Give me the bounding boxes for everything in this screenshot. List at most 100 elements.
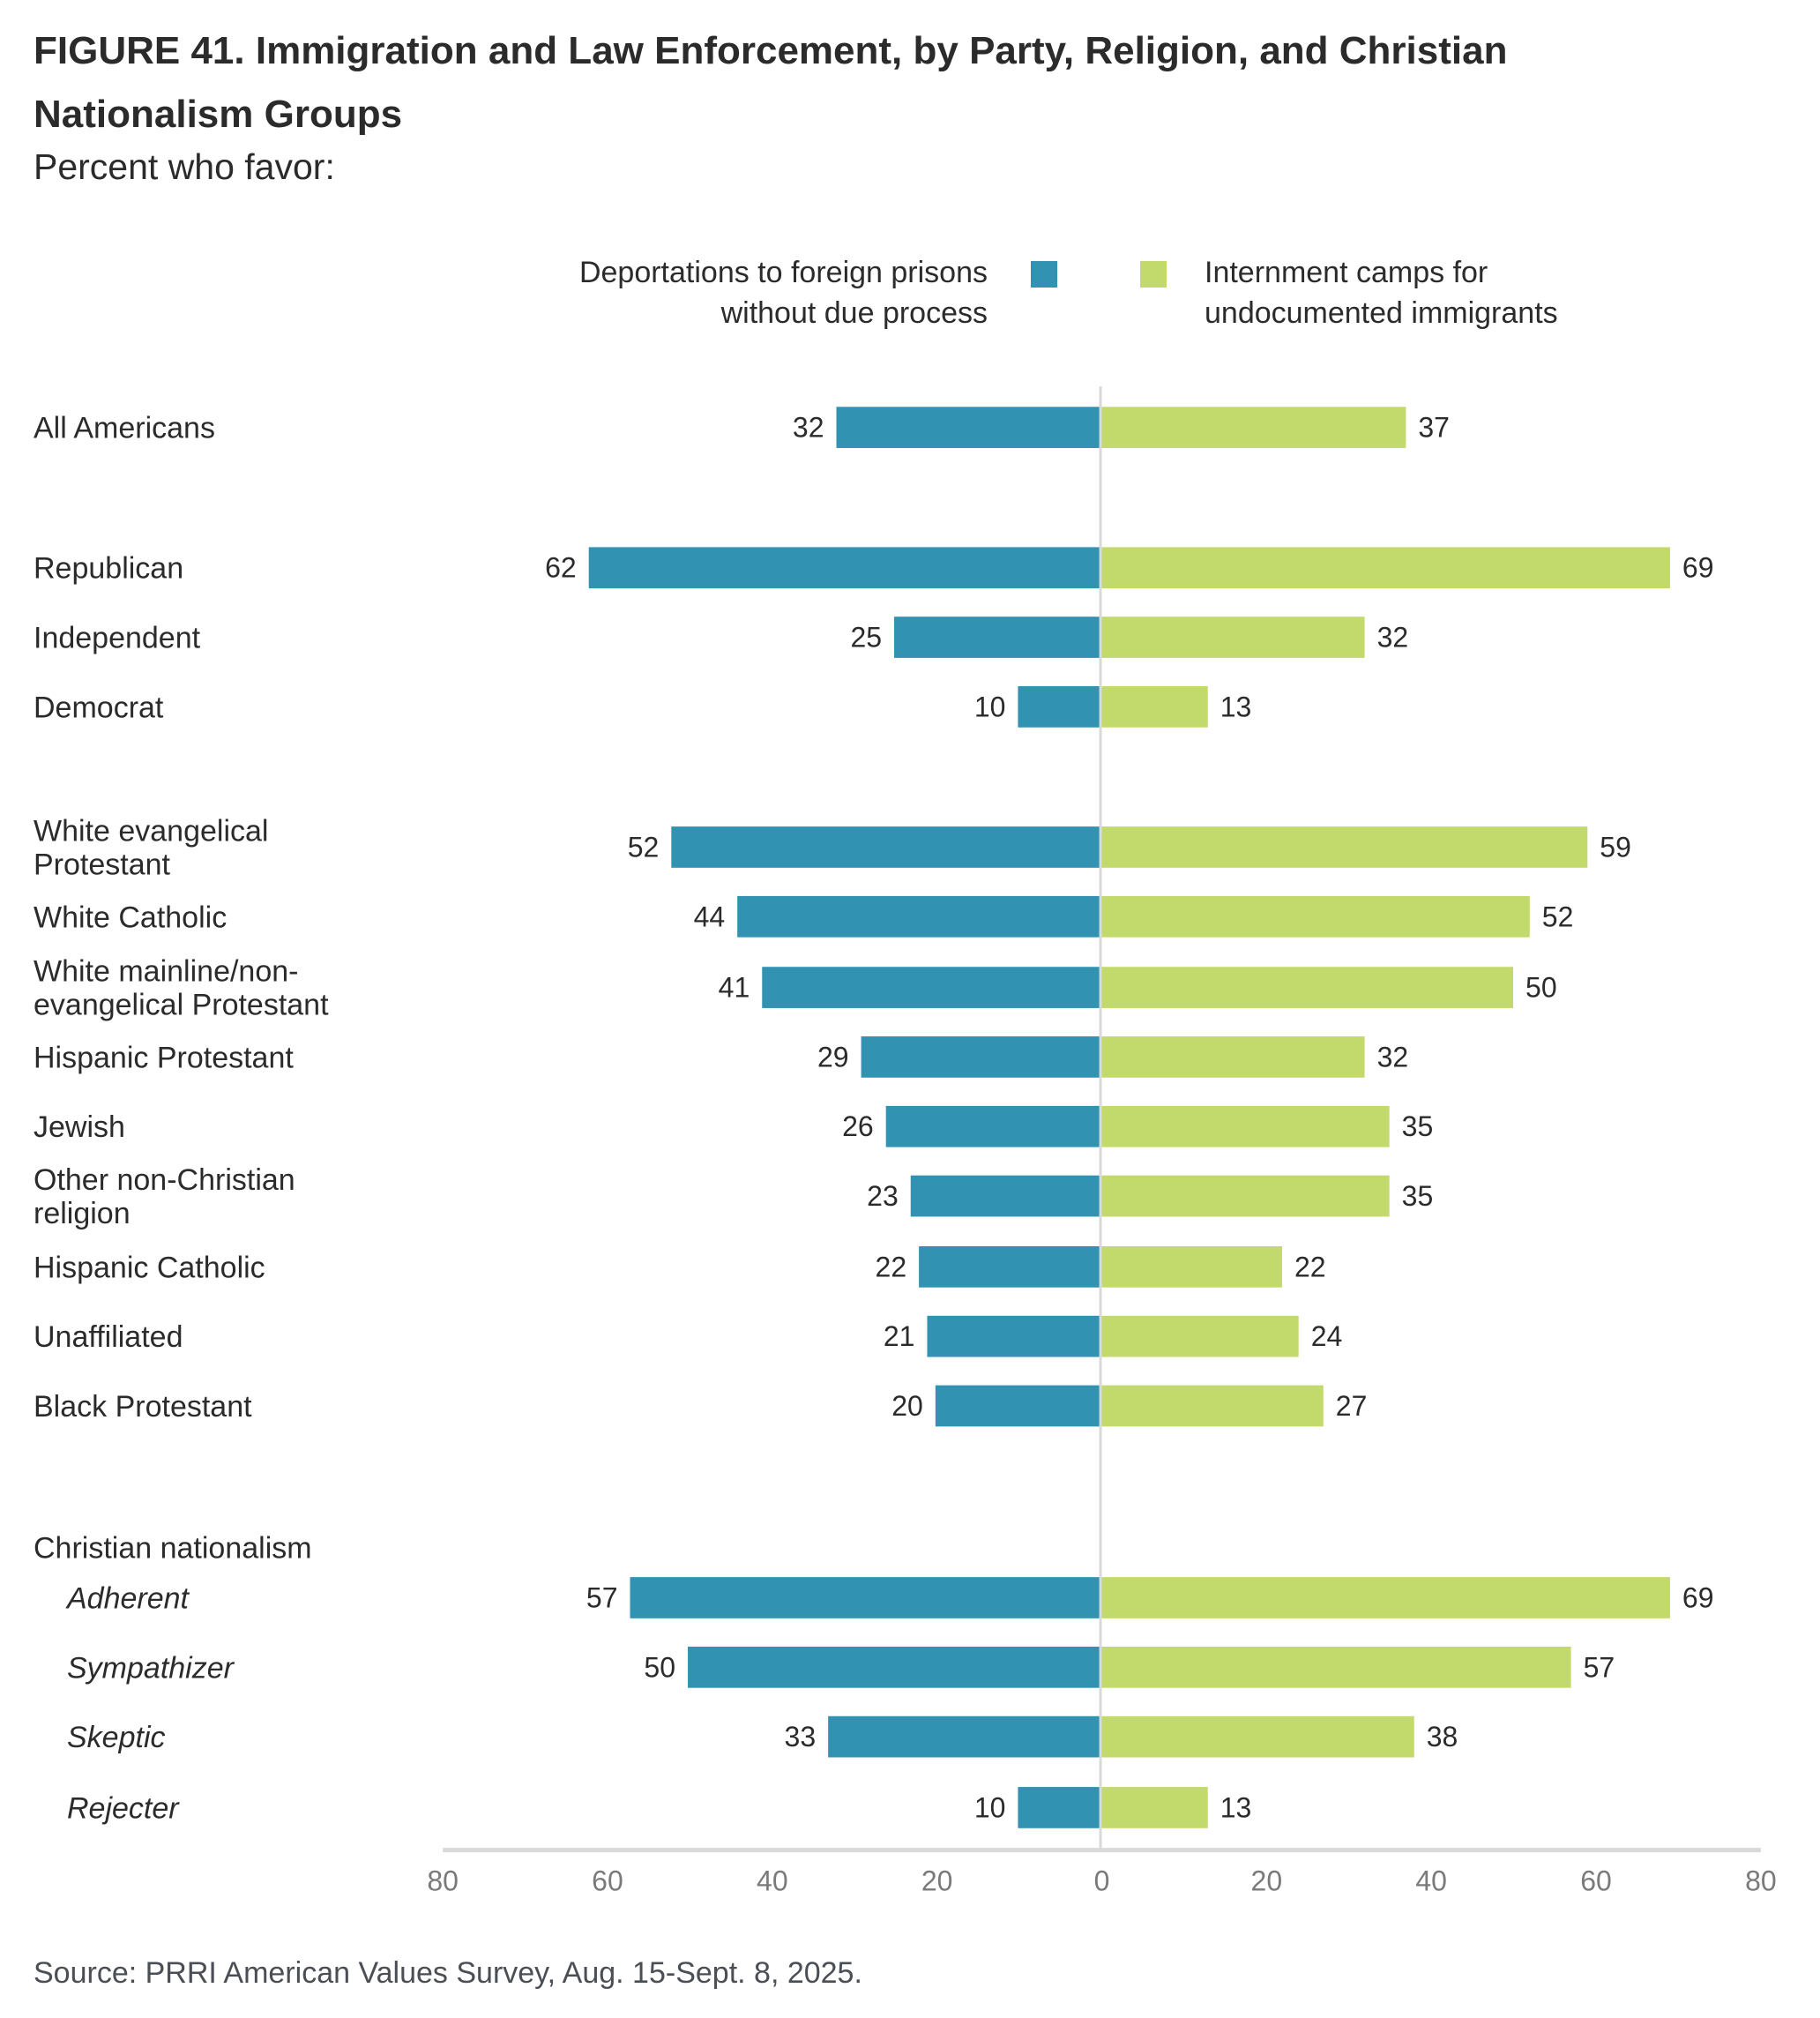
bar-deportations [919,1245,1100,1288]
value-label-internment: 37 [1418,412,1450,444]
bar-internment [1101,1787,1208,1828]
bar-deportations [1018,1787,1100,1828]
value-label-deportations: 21 [884,1320,915,1352]
bar-deportations [762,967,1100,1008]
category-label: Other non-Christian religion [34,1163,295,1230]
category-label: White evangelical Protestant [34,814,268,881]
value-label-internment: 59 [1600,831,1631,863]
value-label-deportations: 26 [842,1110,874,1142]
legend-deportations-line1: Deportations to foreign prisons [578,256,988,289]
bar-internment [1101,1175,1390,1217]
value-label-deportations: 10 [974,691,1006,722]
value-label-deportations: 50 [644,1651,675,1683]
value-label-internment: 52 [1542,901,1574,932]
bar-internment [1101,1036,1365,1078]
value-label-internment: 32 [1377,622,1409,654]
x-tick-label: 20 [921,1865,953,1897]
value-label-deportations: 41 [719,972,750,1004]
x-tick-label: 60 [592,1865,623,1897]
bar-internment [1101,1315,1299,1357]
bar-deportations [688,1646,1100,1688]
category-label: White mainline/non-evangelical Protestan… [34,955,329,1022]
bar-internment [1101,617,1365,658]
category-label: Sympathizer [67,1651,235,1685]
category-label: Hispanic Protestant [34,1041,294,1074]
x-tick-label: 20 [1251,1865,1283,1897]
bar-deportations [737,895,1100,938]
value-label-deportations: 33 [785,1721,817,1753]
value-label-deportations: 32 [793,412,824,444]
value-label-internment: 35 [1402,1110,1434,1142]
bar-deportations [885,1105,1100,1147]
value-label-internment: 35 [1402,1180,1434,1212]
category-label: Unaffiliated [34,1320,183,1354]
value-label-internment: 27 [1336,1390,1368,1422]
bar-internment [1101,1245,1282,1288]
bar-deportations [927,1315,1100,1357]
bar-internment [1101,826,1588,868]
bar-internment [1101,967,1514,1008]
value-label-internment: 57 [1584,1651,1615,1683]
category-label: Adherent [65,1581,190,1615]
bar-internment [1101,1577,1670,1618]
category-label: Rejecter [67,1791,180,1825]
value-label-deportations: 25 [850,622,882,654]
bar-internment [1101,1715,1414,1758]
legend-deportations: Deportations to foreign prisons without … [579,252,988,333]
chart-subtitle: Percent who favor: [34,146,335,187]
value-label-internment: 13 [1220,1791,1252,1823]
value-label-deportations: 22 [876,1251,907,1282]
bar-internment [1101,1646,1571,1688]
category-label: Black Protestant [34,1390,252,1424]
legend-swatch-deportations [1031,261,1057,288]
bar-deportations [861,1036,1100,1078]
value-label-deportations: 23 [867,1180,899,1212]
x-tick-label: 80 [427,1865,459,1897]
value-label-internment: 24 [1311,1320,1343,1352]
legend-internment: Internment camps for undocumented immigr… [1205,252,1558,333]
value-label-deportations: 10 [974,1791,1006,1823]
value-label-deportations: 52 [628,831,660,863]
category-label: Democrat [34,691,164,724]
bar-deportations [671,826,1100,868]
category-label: Jewish [34,1110,125,1144]
value-label-internment: 13 [1220,691,1252,722]
x-tick-label: 40 [757,1865,788,1897]
bar-internment [1101,1385,1324,1427]
value-label-deportations: 44 [694,901,726,932]
chart-title: FIGURE 41. Immigration and Law Enforceme… [34,29,1508,136]
category-label: All Americans [34,412,215,445]
legend-internment-line1: Internment camps for [1205,256,1488,289]
bar-internment [1101,407,1406,448]
bar-deportations [588,547,1100,589]
value-label-deportations: 62 [545,552,577,584]
value-label-deportations: 20 [891,1390,923,1422]
category-label: Skeptic [67,1721,166,1754]
legend-internment-line2: undocumented immigrants [1205,296,1558,330]
bar-deportations [836,407,1100,448]
value-label-deportations: 29 [817,1041,849,1073]
bar-deportations [630,1577,1100,1618]
category-label: Hispanic Catholic [34,1251,265,1284]
value-label-internment: 32 [1377,1041,1409,1073]
source-note: Source: PRRI American Values Survey, Aug… [34,1956,862,1990]
value-label-internment: 22 [1294,1251,1326,1282]
legend-swatch-internment [1140,261,1167,288]
bar-deportations [910,1175,1100,1217]
category-label: White Catholic [34,901,227,934]
bar-deportations [1018,686,1100,728]
value-label-deportations: 57 [586,1581,618,1613]
bar-deportations [935,1385,1100,1427]
category-label: Republican [34,552,183,586]
bar-deportations [828,1715,1100,1758]
category-label: Independent [34,622,201,655]
value-label-internment: 50 [1525,972,1557,1004]
value-label-internment: 69 [1682,552,1714,584]
legend-deportations-line2: without due process [720,296,988,330]
bar-internment [1101,1105,1390,1147]
x-tick-label: 0 [1094,1865,1110,1897]
value-label-internment: 69 [1682,1581,1714,1613]
bar-deportations [894,617,1100,658]
value-label-internment: 38 [1427,1721,1458,1753]
